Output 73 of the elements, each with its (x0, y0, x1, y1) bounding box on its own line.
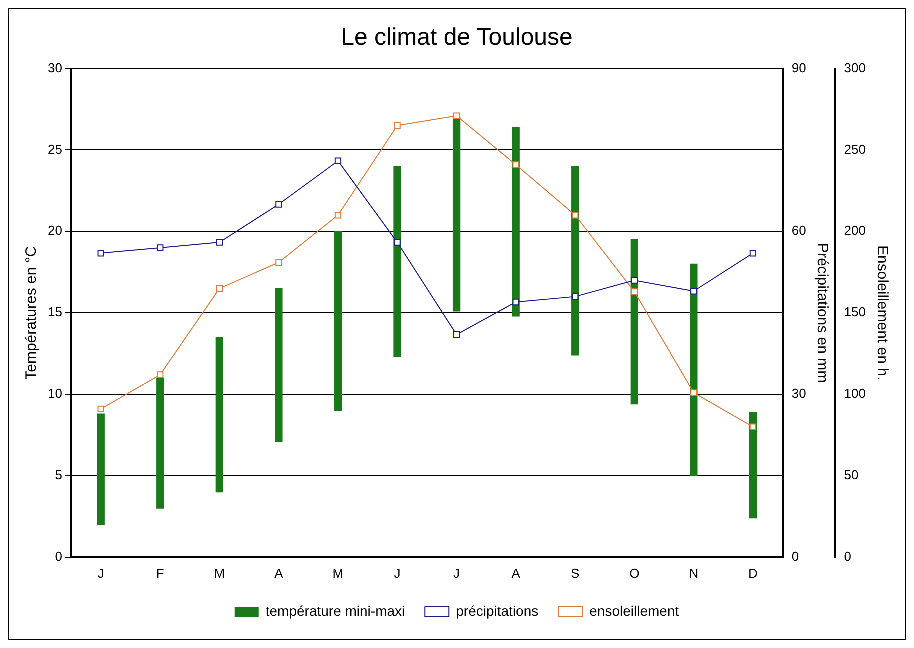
y3-tick-label: 0 (844, 548, 852, 564)
y-tick-label: 30 (48, 60, 62, 76)
point (750, 250, 757, 257)
x-tick-label: A (512, 566, 521, 581)
y-tick-label: 20 (48, 223, 62, 238)
bar (97, 414, 105, 526)
x-tick-label: D (748, 566, 758, 581)
point (453, 112, 460, 120)
point (157, 244, 164, 252)
x-tick-label: N (689, 566, 699, 581)
y3-tick-label: 250 (844, 142, 866, 157)
legend-label: précipitations (456, 602, 539, 619)
point (276, 259, 282, 266)
point (750, 424, 757, 430)
point (216, 239, 223, 246)
bar (630, 239, 638, 405)
y3-axis-title: Ensoleillement en h. (874, 246, 891, 381)
point (512, 298, 520, 306)
y3-tick-label: 200 (844, 223, 866, 238)
chart-title: Le climat de Toulouse (341, 24, 573, 52)
y2-tick-label: 30 (792, 386, 806, 402)
x-tick-label: S (571, 566, 580, 581)
y3-tick-label: 300 (844, 60, 866, 76)
y2-tick-label: 0 (792, 548, 800, 564)
y-tick-label: 15 (48, 304, 62, 320)
bar (749, 412, 758, 519)
point (216, 285, 223, 292)
point (453, 331, 460, 338)
legend-label: ensoleillement (590, 602, 680, 619)
x-tick-label: J (454, 566, 460, 581)
y3-tick-label: 150 (844, 304, 866, 320)
bar (394, 166, 402, 358)
bar (334, 231, 342, 412)
point (334, 212, 342, 219)
y2-tick-label: 90 (792, 60, 806, 76)
bar (156, 378, 164, 509)
y-tick-label: 25 (48, 142, 62, 157)
bar (452, 117, 461, 312)
y3-tick-label: 100 (844, 386, 866, 402)
point (334, 158, 342, 164)
x-tick-label: J (394, 566, 401, 581)
legend-label: température mini-maxi (266, 602, 406, 619)
point (394, 122, 401, 130)
x-tick-label: A (274, 566, 284, 581)
x-tick-label: M (332, 566, 344, 581)
y-tick-label: 0 (55, 548, 62, 564)
x-tick-label: M (214, 566, 226, 581)
y3-tick-label: 50 (844, 468, 859, 483)
point (276, 201, 282, 208)
x-tick-label: O (630, 566, 640, 581)
bar (572, 166, 580, 356)
point (512, 162, 520, 168)
point (98, 250, 104, 257)
point (394, 239, 401, 246)
point (631, 277, 638, 284)
bar (512, 127, 520, 317)
point (690, 390, 698, 396)
point (572, 293, 579, 300)
bar (690, 264, 698, 476)
x-tick-label: J (98, 566, 104, 581)
point (572, 212, 579, 219)
y-tick-label: 10 (48, 386, 62, 402)
y2-tick-label: 60 (792, 223, 806, 238)
y2-axis-title: Précipitations en mm (814, 243, 832, 384)
bar (216, 337, 224, 493)
point (631, 288, 638, 296)
x-tick-label: F (156, 566, 164, 581)
y-tick-label: 5 (55, 468, 62, 483)
y-axis-title: Températures en °C (23, 246, 40, 380)
point (157, 372, 164, 378)
point (98, 406, 104, 413)
point (690, 288, 698, 295)
bar (275, 288, 283, 442)
